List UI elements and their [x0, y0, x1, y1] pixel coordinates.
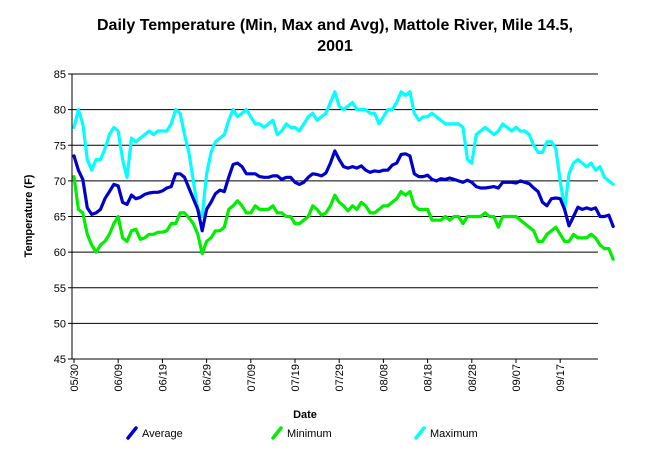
- y-tick-label: 65: [54, 212, 66, 224]
- x-axis-title: Date: [293, 409, 317, 421]
- series-line-minimum: [72, 175, 615, 261]
- x-tick-label: 09/07: [511, 364, 523, 392]
- legend-label-minimum: Minimum: [287, 428, 332, 440]
- x-tick-label: 07/29: [334, 364, 346, 392]
- chart-title-line2: 2001: [317, 38, 353, 55]
- x-tick-label: 06/09: [113, 364, 125, 392]
- x-tick-label: 06/19: [157, 364, 169, 392]
- y-tick-label: 85: [54, 69, 66, 81]
- legend-label-maximum: Maximum: [430, 428, 478, 440]
- x-tick-label: 09/17: [555, 364, 567, 392]
- legend-swatch-average: [126, 426, 138, 440]
- series-line-maximum: [72, 90, 615, 219]
- y-tick-label: 80: [54, 105, 66, 117]
- y-tick-label: 45: [54, 354, 66, 366]
- x-tick-label: 06/29: [202, 364, 214, 392]
- legend-label-average: Average: [142, 428, 183, 440]
- x-tick-label: 08/28: [467, 364, 479, 392]
- x-tick-label: 08/08: [378, 364, 390, 392]
- y-tick-label: 55: [54, 283, 66, 295]
- y-tick-label: 75: [54, 140, 66, 152]
- legend: Average Minimum Maximum: [126, 426, 478, 440]
- data-series: [72, 90, 615, 261]
- series-line-average: [72, 149, 615, 233]
- gridlines: [72, 73, 598, 324]
- legend-swatch-maximum: [414, 426, 426, 440]
- y-tick-label: 70: [54, 176, 66, 188]
- x-tick-label: 07/19: [290, 364, 302, 392]
- x-tick-label: 05/30: [69, 364, 81, 392]
- y-tick-label: 60: [54, 247, 66, 259]
- legend-swatch-minimum: [271, 426, 283, 440]
- x-tick-label: 08/18: [423, 364, 435, 392]
- chart-title-line1: Daily Temperature (Min, Max and Avg), Ma…: [97, 17, 573, 34]
- y-axis-ticks: 45 50 55 60 65 70 75 80 85: [54, 69, 72, 366]
- x-tick-label: 07/09: [246, 364, 258, 392]
- y-axis-title: Temperature (F): [23, 174, 35, 257]
- x-axis-ticks: 05/30 06/09 06/19 06/29 07/09 07/19 07/29 08/08…: [69, 359, 567, 392]
- y-tick-label: 50: [54, 318, 66, 330]
